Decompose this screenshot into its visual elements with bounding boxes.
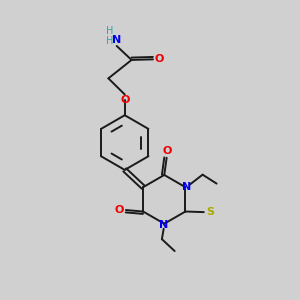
Text: H: H — [106, 26, 113, 36]
Text: N: N — [159, 220, 168, 230]
Text: O: O — [163, 146, 172, 156]
Text: S: S — [206, 207, 214, 217]
Text: O: O — [155, 54, 164, 64]
Text: O: O — [115, 205, 124, 215]
Text: N: N — [182, 182, 191, 192]
Text: N: N — [112, 35, 121, 45]
Text: O: O — [120, 95, 129, 105]
Text: H: H — [106, 36, 113, 46]
